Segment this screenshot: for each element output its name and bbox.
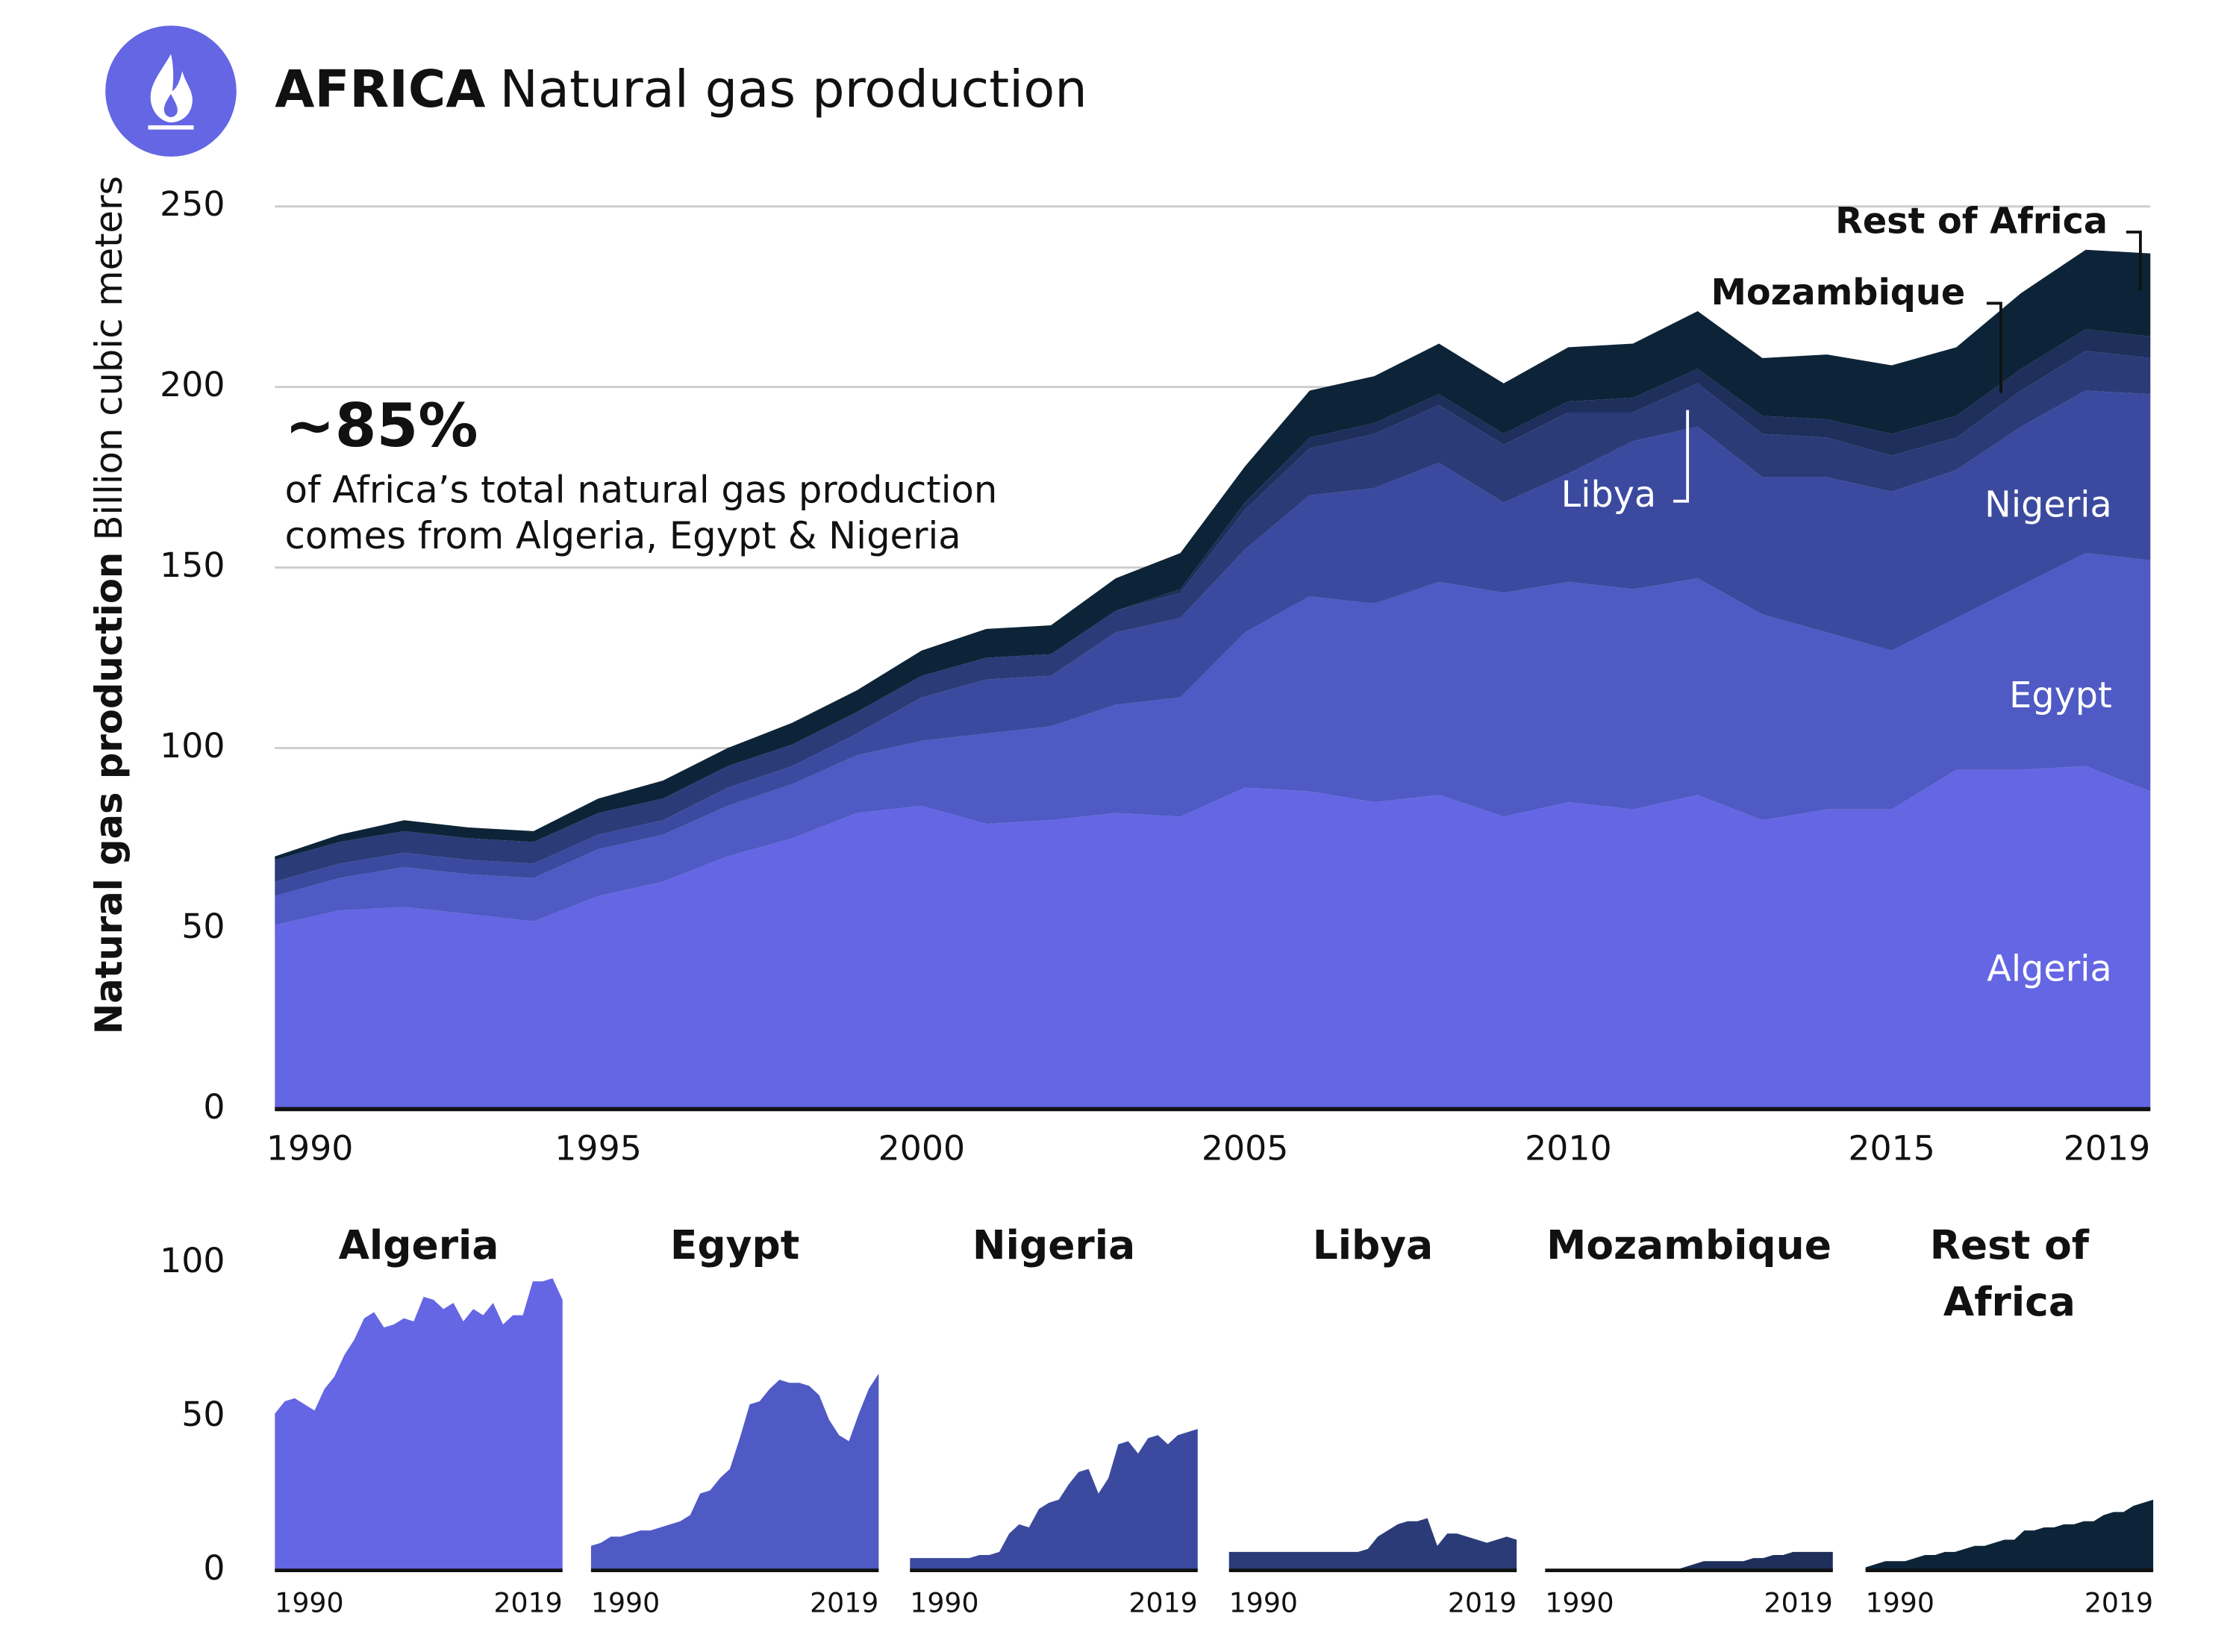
small-title-box: Nigeria [972,1221,1136,1269]
small-area [910,1429,1198,1571]
small-x-tick-label: 2019 [2084,1586,2153,1618]
small-x-tick-label: 1990 [1229,1586,1298,1618]
small-y-tick-label: 50 [181,1394,225,1434]
small-title: Rest of Africa [1929,1221,2090,1326]
small-area [1545,1551,1833,1571]
y-tick-label: 150 [160,545,225,585]
series-label: Egypt [2009,675,2112,716]
series-label: Rest of Africa [1835,201,2108,243]
annotation-line: of Africa’s total natural gas production [285,469,998,512]
label-leader [2126,231,2142,291]
small-area [275,1278,563,1571]
x-tick-label: 2010 [1525,1127,1612,1168]
small-title-box: Mozambique [1546,1221,1831,1269]
y-tick-label: 200 [160,364,225,404]
x-tick-label: 2015 [1848,1127,1935,1168]
small-title: Egypt [669,1221,800,1269]
plot [275,205,2151,1110]
small-title: Libya [1312,1221,1434,1269]
small-y-tick-label: 0 [203,1548,225,1588]
series-label: Mozambique [1711,272,1965,313]
y-axis-label: Natural gas production Billion cubic mete… [87,176,130,1035]
y-unit: Billion cubic meters [87,176,130,541]
area [275,553,2151,925]
small-x-tick-label: 1990 [275,1586,343,1618]
small-area [1228,1518,1517,1571]
series-label: Libya [1561,475,1657,516]
y-tick-label: 0 [203,1086,225,1127]
annotation-value: ~85% [285,391,478,460]
small-title-box: Libya [1312,1221,1434,1269]
series-label: Algeria [1987,948,2112,989]
small-title-box: Algeria [338,1221,499,1269]
small-x-tick-label: 2019 [810,1586,878,1618]
small-title-box: Egypt [669,1221,800,1269]
x-tick-label: 2005 [1202,1127,1289,1168]
annotation-line: comes from Algeria, Egypt & Nigeria [285,514,961,557]
small-x-tick-label: 1990 [910,1586,978,1618]
label-leader [1986,301,2002,393]
x-tick-label: 1995 [555,1127,642,1168]
small-x-tick-label: 2019 [1448,1586,1517,1618]
small-x-tick-label: 1990 [1866,1586,1934,1618]
y-tick-label: 100 [160,725,225,766]
small-x-tick-label: 2019 [493,1586,562,1618]
y-tick-label: 250 [160,184,225,224]
area [275,390,2151,896]
chart-title: AFRICA Natural gas production [275,60,1087,119]
small-x-tick-label: 2019 [1128,1586,1197,1618]
small-title: Mozambique [1546,1221,1831,1269]
small-y-tick-label: 100 [160,1240,225,1280]
small-x-tick-label: 2019 [1764,1586,1833,1618]
small-x-tick-label: 1990 [591,1586,660,1618]
small-title: Algeria [338,1221,499,1269]
small-title: Nigeria [972,1221,1136,1269]
series-label: Nigeria [1984,484,2112,525]
title-text: Natural gas production [499,60,1087,119]
title-bold: AFRICA [275,60,485,119]
small-area [590,1373,879,1571]
small-area [1865,1499,2154,1571]
small-title-box: Rest of Africa [1929,1221,2090,1326]
y-label-bold: Natural gas production [87,552,130,1034]
x-tick-label: 2019 [2064,1127,2151,1168]
area [275,766,2151,1110]
small-x-tick-label: 1990 [1545,1586,1614,1618]
y-tick-label: 50 [181,906,225,946]
overlay: 1990 1995 2000 2005 2010 2015 2019 Algeria Egypt… [266,201,2150,1168]
x-tick-label: 1990 [266,1127,354,1168]
label-leader [1673,410,1690,503]
x-tick-label: 2000 [878,1127,966,1168]
icon [105,25,237,157]
